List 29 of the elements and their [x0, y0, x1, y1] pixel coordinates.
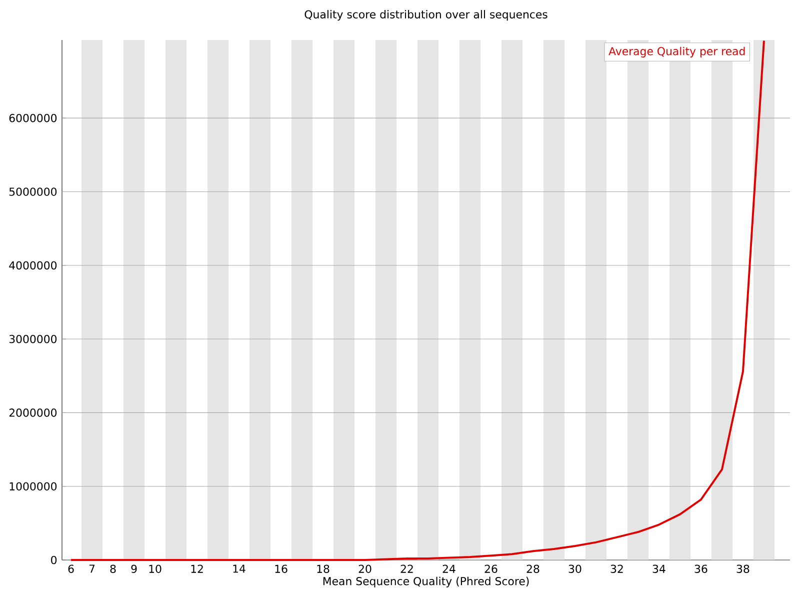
x-tick-label: 36	[694, 564, 708, 573]
x-tick-label: 9	[131, 564, 137, 573]
y-tick-label: 0	[51, 556, 57, 564]
x-tick-label: 28	[526, 564, 540, 573]
x-tick-label: 34	[652, 564, 666, 573]
x-tick-label: 7	[89, 564, 95, 573]
x-tick-label: 6	[68, 564, 74, 573]
chart-title: Quality score distribution over all sequences	[304, 10, 548, 21]
x-tick-label: 20	[358, 564, 372, 573]
y-tick-label: 3000000	[9, 334, 57, 344]
x-tick-label: 32	[610, 564, 623, 573]
y-tick-label: 1000000	[10, 482, 57, 490]
x-tick-label: 26	[484, 564, 498, 573]
y-tick-label: 2000000	[9, 408, 57, 417]
y-tick-label: 4000000	[9, 261, 57, 270]
x-tick-label: 30	[568, 564, 582, 573]
x-tick-label: 22	[400, 564, 413, 573]
y-tick-label: 5000000	[9, 188, 57, 196]
x-tick-label: 18	[317, 564, 330, 573]
x-tick-label: 38	[736, 564, 750, 573]
x-tick-label: 16	[275, 564, 288, 573]
x-tick-label: 12	[191, 564, 203, 573]
series-label: Average Quality per read	[608, 46, 745, 58]
x-tick-label: 10	[149, 564, 162, 573]
x-tick-label: 24	[442, 564, 456, 573]
x-axis-title: Mean Sequence Quality (Phred Score)	[323, 576, 529, 588]
x-tick-label: 8	[110, 564, 116, 573]
y-tick-label: 6000000	[9, 114, 57, 122]
x-tick-label: 14	[233, 564, 246, 573]
